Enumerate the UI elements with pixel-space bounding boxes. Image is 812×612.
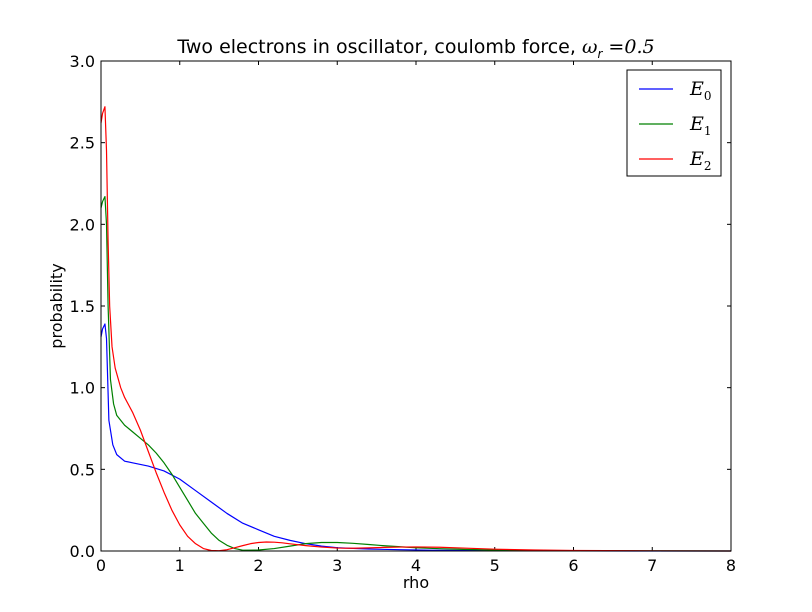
chart-title-omega: ω bbox=[582, 36, 598, 58]
legend-series-subscript: 2 bbox=[704, 159, 712, 173]
y-tick-label: 2.5 bbox=[70, 134, 95, 153]
series-layer bbox=[100, 106, 732, 552]
legend-label-e0: E0 bbox=[689, 78, 712, 103]
x-tick-label: 8 bbox=[726, 556, 736, 575]
legend-series-subscript: 0 bbox=[704, 89, 712, 103]
y-tick-label: 0.0 bbox=[70, 542, 95, 561]
y-tick-label: 3.0 bbox=[70, 52, 95, 71]
x-axis-title: rho bbox=[403, 573, 429, 592]
legend-label-e2: E2 bbox=[689, 148, 712, 173]
y-tick-label: 1.0 bbox=[70, 379, 95, 398]
chart-title-text: Two electrons in oscillator, coulomb for… bbox=[176, 36, 582, 58]
plot-background bbox=[101, 61, 731, 551]
chart-title: Two electrons in oscillator, coulomb for… bbox=[176, 36, 654, 61]
chart-title-omega-subscript: r bbox=[597, 47, 603, 61]
x-tick-label: 4 bbox=[411, 556, 421, 575]
y-tick-label: 2.0 bbox=[70, 215, 95, 234]
legend-series-subscript: 1 bbox=[704, 124, 712, 138]
x-tick-label: 6 bbox=[568, 556, 578, 575]
legend-box bbox=[626, 69, 722, 177]
y-axis-title: probability bbox=[47, 263, 66, 348]
x-tick-label: 3 bbox=[332, 556, 342, 575]
legend-series-name: E bbox=[689, 148, 704, 170]
chart-title-equals: =0.5 bbox=[602, 36, 654, 58]
x-tick-label: 2 bbox=[253, 556, 263, 575]
series-line-e2 bbox=[100, 106, 732, 552]
x-tick-label: 7 bbox=[647, 556, 657, 575]
y-tick-label: 0.5 bbox=[70, 460, 95, 479]
x-tick-label: 0 bbox=[96, 556, 106, 575]
y-axis-ticks: 0.0 0.5 1.0 1.5 2.0 2.5 3.0 bbox=[70, 52, 731, 561]
legend-series-name: E bbox=[689, 78, 704, 100]
plot-frame bbox=[100, 60, 732, 552]
x-tick-label: 1 bbox=[175, 556, 185, 575]
legend-label-e1: E1 bbox=[689, 113, 712, 138]
series-line-e0 bbox=[100, 323, 731, 552]
series-line-e1 bbox=[100, 195, 732, 552]
y-tick-label: 1.5 bbox=[70, 297, 95, 316]
legend-series-name: E bbox=[689, 113, 704, 135]
x-tick-label: 5 bbox=[490, 556, 500, 575]
